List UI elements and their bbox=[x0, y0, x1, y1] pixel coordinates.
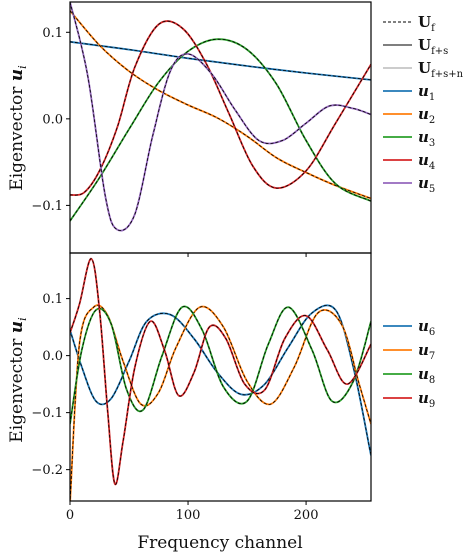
series-dashed-overlay-u2 bbox=[70, 10, 371, 199]
series-line-u9 bbox=[70, 257, 371, 486]
legend-bottom: u6 u7 u8 u9 bbox=[383, 317, 435, 410]
bottom-y-axis-label-symbol: u bbox=[7, 321, 27, 333]
bottom-y-ticks: −0.2 −0.1 0.0 0.1 bbox=[31, 292, 70, 478]
series-line-u5 bbox=[70, 2, 371, 232]
x-axis-label: Frequency channel bbox=[137, 533, 302, 553]
x-tick-label: 0 bbox=[66, 508, 74, 523]
legend-label-u2: u2 bbox=[418, 105, 435, 126]
bottom-x-ticks: 0 100 200 bbox=[66, 501, 319, 523]
top-y-axis-label-text: Eigenvector bbox=[7, 81, 27, 191]
y-tick-label: −0.1 bbox=[31, 406, 63, 421]
y-tick-label: 0.1 bbox=[42, 26, 63, 41]
series-dashed-overlay-u8 bbox=[70, 306, 371, 425]
legend-label-u5: u5 bbox=[418, 174, 435, 195]
legend-label-u9: u9 bbox=[418, 389, 435, 410]
series-dashed-overlay-u3 bbox=[70, 38, 371, 222]
y-tick-label: 0.1 bbox=[42, 292, 63, 307]
legend-label-Uf+s+n: Uf+s+n bbox=[418, 59, 464, 80]
bottom-series-lines bbox=[70, 257, 371, 501]
x-tick-label: 100 bbox=[176, 508, 201, 523]
y-tick-label: 0.0 bbox=[42, 112, 63, 127]
bottom-axes-frame bbox=[69, 252, 372, 502]
y-tick-label: −0.1 bbox=[31, 199, 63, 214]
legend-label-u1: u1 bbox=[418, 82, 435, 103]
y-tick-label: 0.0 bbox=[42, 349, 63, 364]
top-x-ticks bbox=[69, 253, 307, 257]
legend-label-u4: u4 bbox=[418, 151, 435, 172]
series-dashed-overlay-u6 bbox=[70, 304, 371, 456]
y-tick-label: −0.2 bbox=[31, 463, 63, 478]
top-y-axis-label-sub: i bbox=[16, 65, 29, 69]
series-dashed-overlay-u5 bbox=[70, 2, 371, 231]
legend-label-u7: u7 bbox=[418, 341, 435, 362]
series-dashed-overlay-u9 bbox=[70, 258, 371, 485]
eigenvector-panel-bottom: −0.2 −0.1 0.0 0.1 0 100 200 Eigenvector ui Fr… bbox=[7, 252, 372, 553]
eigenvector-panel-top: −0.1 0.0 0.1 Eigenvector ui bbox=[7, 1, 372, 257]
series-dashed-overlay-u7 bbox=[70, 304, 371, 501]
legend-label-Uf: Uf bbox=[418, 13, 436, 34]
bottom-y-axis-label-sub: i bbox=[16, 317, 29, 321]
top-series-lines bbox=[70, 2, 371, 232]
top-y-axis-label-symbol: u bbox=[7, 69, 27, 81]
top-y-ticks: −0.1 0.0 0.1 bbox=[31, 26, 70, 214]
bottom-y-axis-label: Eigenvector ui bbox=[7, 317, 29, 442]
series-line-u3 bbox=[70, 38, 371, 222]
legend-label-u3: u3 bbox=[418, 128, 435, 149]
legend-label-Uf+s: Uf+s bbox=[418, 36, 448, 57]
top-y-axis-label: Eigenvector ui bbox=[7, 65, 29, 190]
series-dashed-overlay-u1 bbox=[70, 41, 371, 81]
bottom-y-axis-label-text: Eigenvector bbox=[7, 333, 27, 443]
legend-label-u6: u6 bbox=[418, 317, 435, 338]
legend-label-u8: u8 bbox=[418, 365, 435, 386]
x-tick-label: 200 bbox=[294, 508, 319, 523]
